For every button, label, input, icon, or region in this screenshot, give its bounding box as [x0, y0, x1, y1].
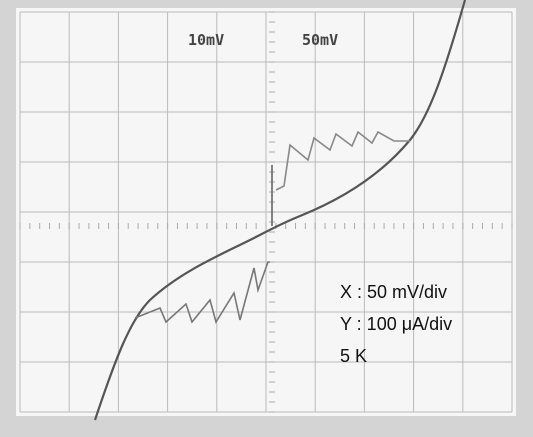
- temperature-note: 5 K: [340, 346, 367, 366]
- x-scale-note: X : 50 mV/div: [340, 282, 447, 302]
- page: 10mV 50mV X : 50 mV/div Y : 100 μA/div 5…: [0, 0, 533, 437]
- y-scale-note: Y : 100 μA/div: [340, 314, 452, 334]
- oscilloscope-screenshot: 10mV 50mV X : 50 mV/div Y : 100 μA/div 5…: [0, 0, 533, 437]
- channel-2-scale: 50mV: [302, 31, 338, 49]
- channel-1-scale: 10mV: [188, 31, 224, 49]
